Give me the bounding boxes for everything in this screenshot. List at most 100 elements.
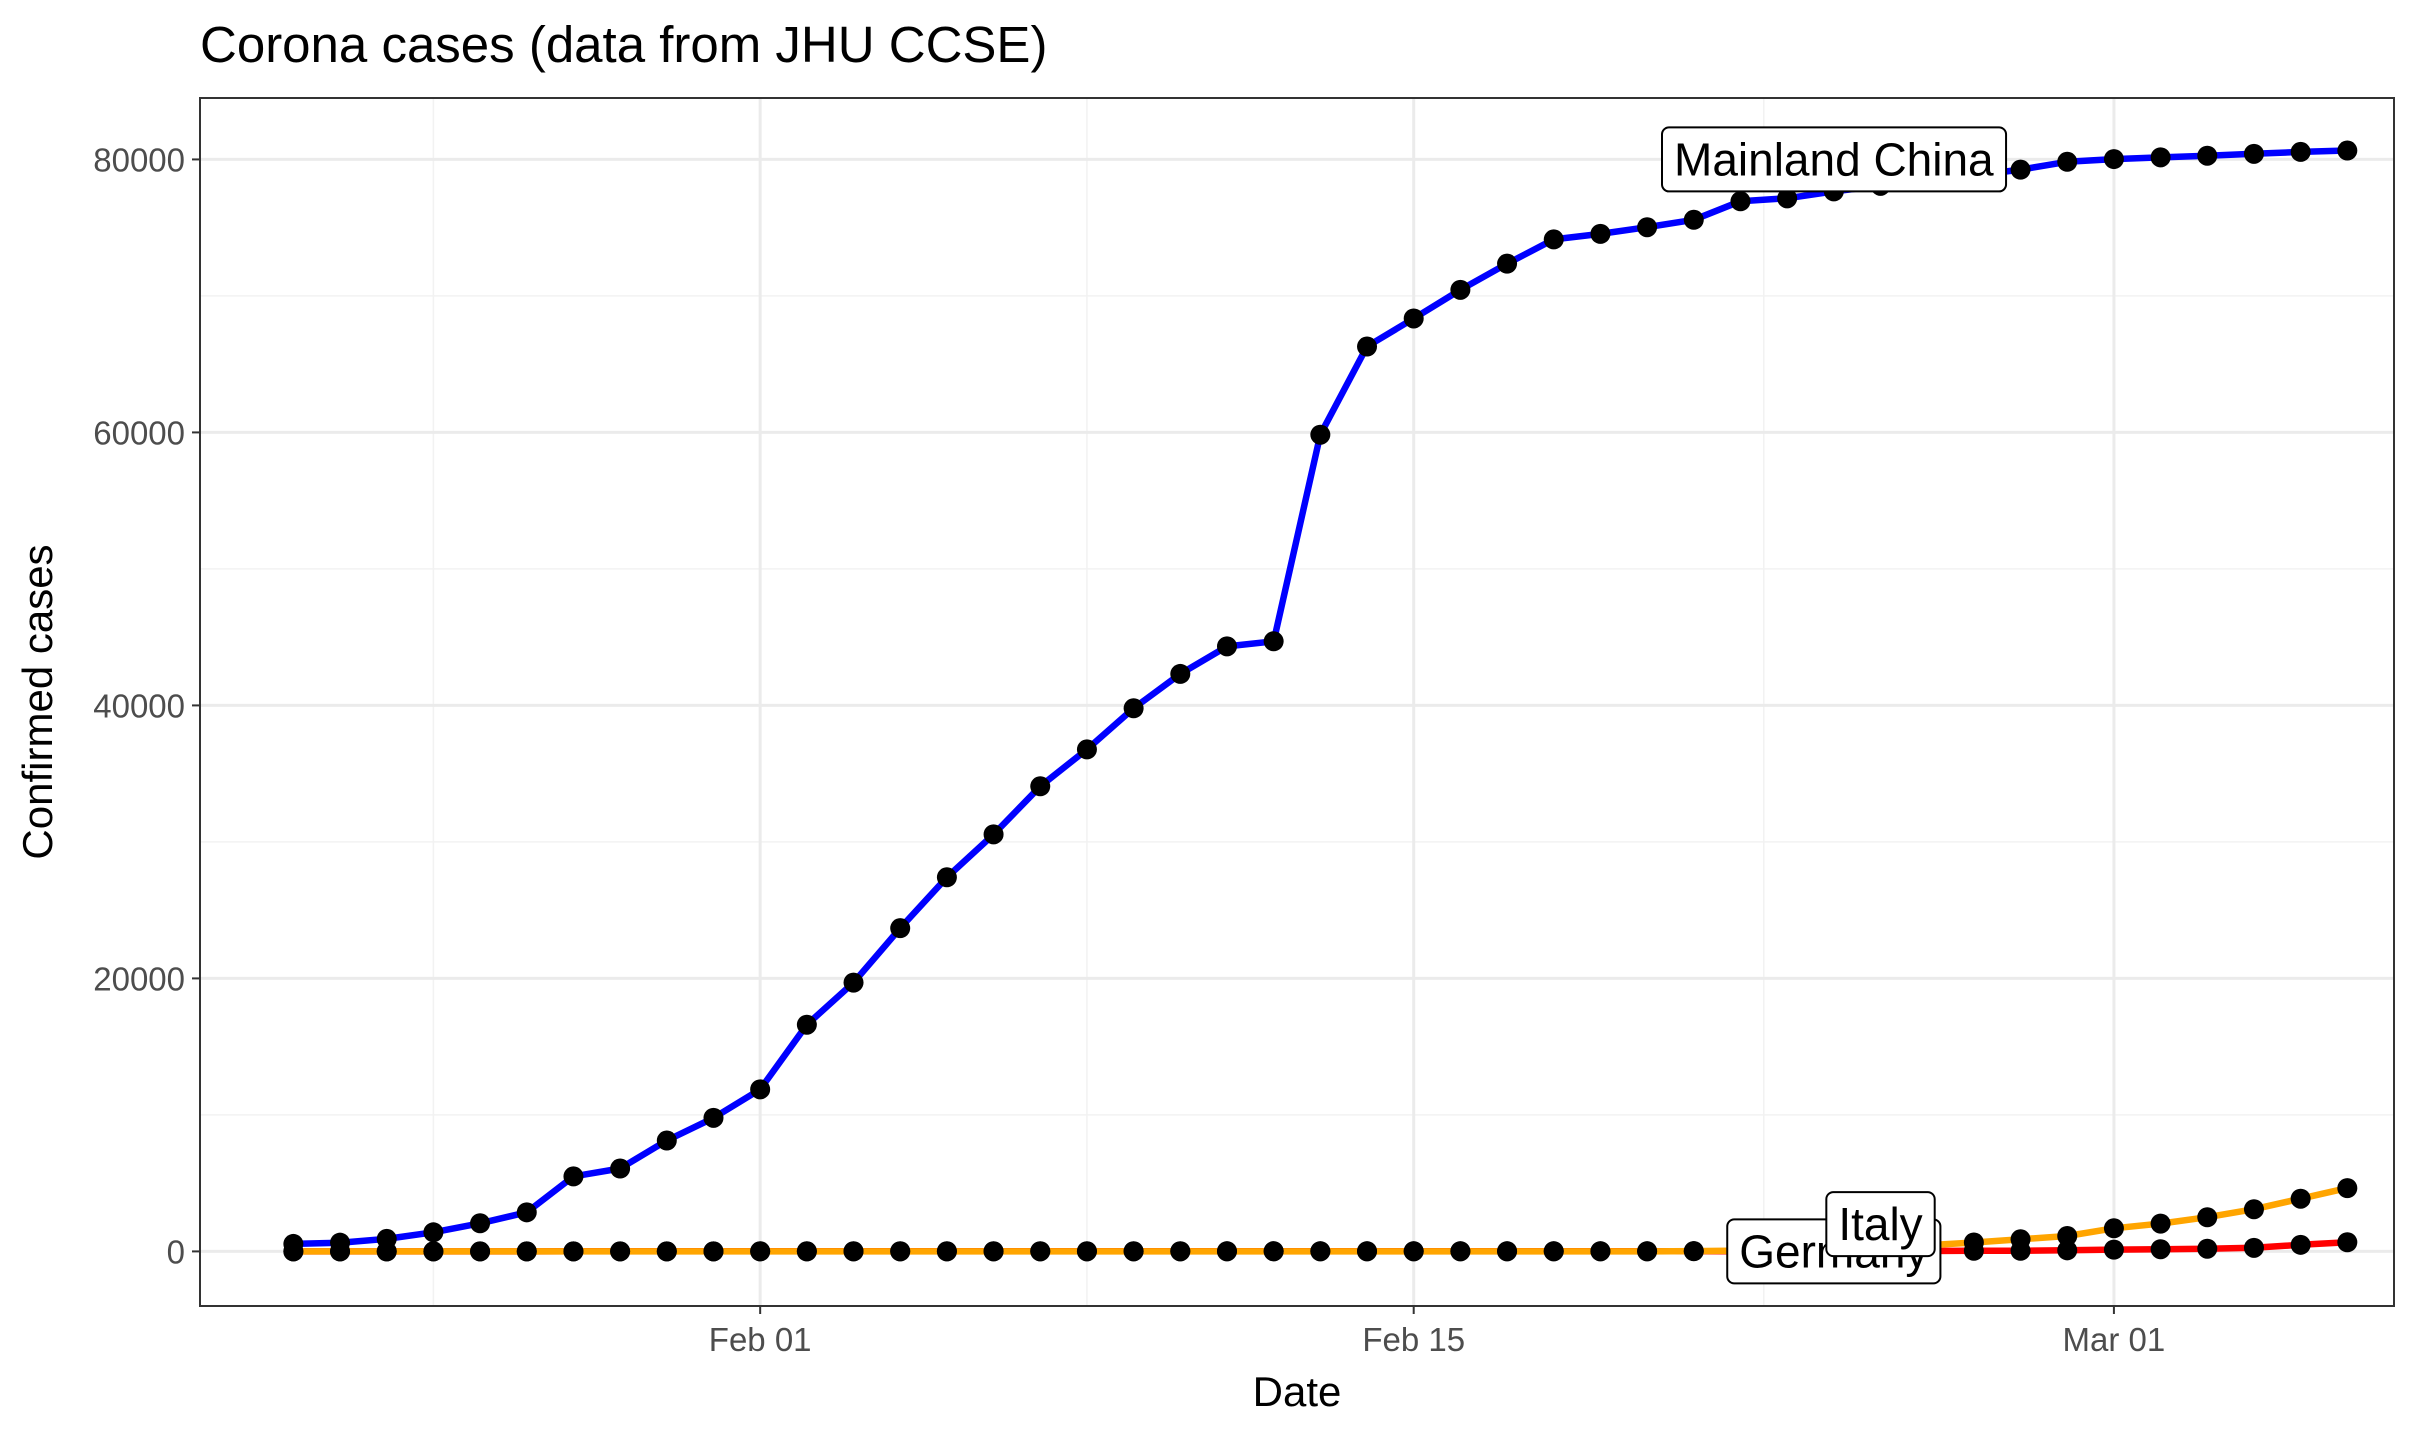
data-point-italy	[843, 1241, 864, 1262]
series-label-text: Italy	[1838, 1198, 1922, 1250]
y-tick-label: 20000	[93, 960, 185, 997]
data-point-mainland-china	[983, 824, 1004, 845]
y-axis: 0 20000 40000 60000 80000	[93, 141, 200, 1270]
x-tick-label: Mar 01	[2063, 1321, 2166, 1358]
data-point-italy	[2197, 1207, 2218, 1228]
data-point-italy	[2290, 1188, 2311, 1209]
data-point-germany	[2337, 1232, 2358, 1253]
data-point-italy	[936, 1241, 957, 1262]
data-point-mainland-china	[1310, 424, 1331, 445]
x-axis-title: Date	[1253, 1368, 1342, 1415]
data-point-italy	[2010, 1229, 2031, 1250]
data-point-italy	[1403, 1241, 1424, 1262]
data-point-italy	[1543, 1241, 1564, 1262]
data-point-italy	[2103, 1218, 2124, 1239]
data-point-italy	[2337, 1178, 2358, 1199]
data-point-italy	[983, 1241, 1004, 1262]
x-tick-label: Feb 01	[709, 1321, 812, 1358]
data-point-mainland-china	[2243, 143, 2264, 164]
data-point-germany	[2243, 1237, 2264, 1258]
data-point-mainland-china	[2290, 141, 2311, 162]
data-point-italy	[423, 1241, 444, 1262]
data-point-germany	[2290, 1234, 2311, 1255]
data-point-mainland-china	[516, 1202, 537, 1223]
y-tick-label: 40000	[93, 687, 185, 724]
series-label-mainland-china: Mainland China	[1661, 126, 2008, 193]
data-point-italy	[2150, 1213, 2171, 1234]
data-point-germany	[2197, 1238, 2218, 1259]
data-point-mainland-china	[1030, 776, 1051, 797]
data-point-italy	[703, 1241, 724, 1262]
data-point-mainland-china	[563, 1166, 584, 1187]
data-point-italy	[1263, 1241, 1284, 1262]
y-tick-label: 0	[167, 1233, 185, 1270]
data-point-mainland-china	[2103, 149, 2124, 170]
data-point-mainland-china	[470, 1213, 491, 1234]
data-point-mainland-china	[1263, 631, 1284, 652]
x-tick-label: Feb 15	[1362, 1321, 1465, 1358]
data-point-germany	[2103, 1239, 2124, 1260]
data-point-mainland-china	[1590, 223, 1611, 244]
series-label-box	[1661, 126, 2008, 193]
data-point-italy	[1637, 1241, 1658, 1262]
x-axis: Feb 01 Feb 15 Mar 01	[709, 1306, 2165, 1358]
data-point-mainland-china	[423, 1222, 444, 1243]
data-point-mainland-china	[750, 1079, 771, 1100]
data-point-italy	[1963, 1232, 1984, 1253]
data-point-mainland-china	[1450, 279, 1471, 300]
major-gridlines	[200, 98, 2394, 1306]
data-point-mainland-china	[1683, 209, 1704, 230]
data-point-mainland-china	[2057, 151, 2078, 172]
data-point-mainland-china	[2197, 145, 2218, 166]
data-point-italy	[890, 1241, 911, 1262]
data-point-mainland-china	[1216, 636, 1237, 657]
data-point-mainland-china	[1170, 663, 1191, 684]
series-label-italy: Italy	[1825, 1191, 1936, 1258]
data-point-mainland-china	[2150, 147, 2171, 168]
data-point-mainland-china	[2010, 159, 2031, 180]
data-point-italy	[376, 1241, 397, 1262]
data-point-mainland-china	[703, 1107, 724, 1128]
data-point-mainland-china	[656, 1130, 677, 1151]
data-point-italy	[563, 1241, 584, 1262]
data-point-italy	[1310, 1241, 1331, 1262]
series-labels: GermanyItalyMainland China	[1661, 126, 2008, 1285]
series-lines	[293, 147, 2349, 1255]
data-point-italy	[470, 1241, 491, 1262]
data-point-mainland-china	[1637, 217, 1658, 238]
chart-title: Corona cases (data from JHU CCSE)	[200, 16, 1047, 73]
data-point-italy	[1497, 1241, 1518, 1262]
data-point-italy	[2243, 1199, 2264, 1220]
data-point-germany	[2057, 1240, 2078, 1261]
data-point-mainland-china	[610, 1158, 631, 1179]
data-point-italy	[2057, 1226, 2078, 1247]
data-point-italy	[610, 1241, 631, 1262]
data-point-italy	[1450, 1241, 1471, 1262]
data-point-italy	[1590, 1241, 1611, 1262]
data-point-mainland-china	[1123, 698, 1144, 719]
data-point-italy	[1123, 1241, 1144, 1262]
y-tick-label: 60000	[93, 414, 185, 451]
data-point-italy	[656, 1241, 677, 1262]
data-point-mainland-china	[1076, 739, 1097, 760]
data-point-italy	[330, 1241, 351, 1262]
data-point-italy	[516, 1241, 537, 1262]
series-points	[283, 140, 2358, 1262]
data-point-mainland-china	[843, 972, 864, 993]
plot-panel-border	[199, 97, 2395, 1307]
data-point-italy	[1357, 1241, 1378, 1262]
data-point-mainland-china	[796, 1014, 817, 1035]
data-point-mainland-china	[1730, 191, 1751, 212]
data-point-mainland-china	[1777, 188, 1798, 209]
data-point-italy	[283, 1241, 304, 1262]
series-label-text: Mainland China	[1674, 133, 1994, 185]
data-point-italy	[1030, 1241, 1051, 1262]
data-point-italy	[796, 1241, 817, 1262]
data-point-mainland-china	[936, 867, 957, 888]
minor-gridlines	[200, 98, 2394, 1306]
data-point-mainland-china	[2337, 140, 2358, 161]
y-tick-label: 80000	[93, 141, 185, 178]
y-axis-title: Confirmed cases	[14, 544, 61, 859]
data-point-mainland-china	[1497, 253, 1518, 274]
